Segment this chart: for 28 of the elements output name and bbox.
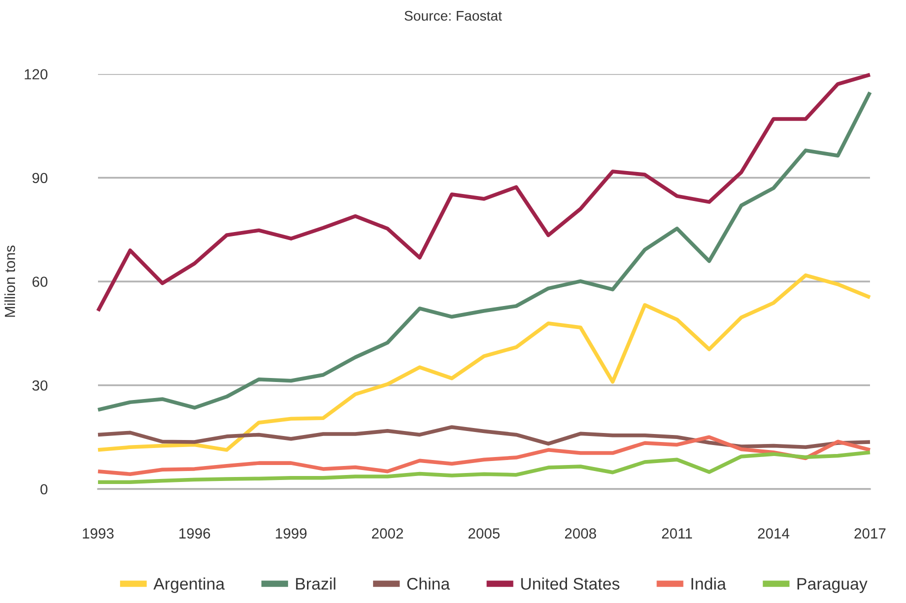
x-tick-label: 2017 bbox=[854, 528, 886, 539]
legend-label: India bbox=[692, 577, 726, 590]
legend-label: China bbox=[407, 577, 450, 590]
x-tick-label: 2014 bbox=[758, 528, 790, 539]
y-tick-label: 90 bbox=[32, 172, 48, 184]
line-series bbox=[96, 450, 872, 484]
y-axis-title: Million tons bbox=[4, 246, 16, 317]
legend-label: United States bbox=[521, 577, 620, 590]
y-tick-label: 0 bbox=[40, 484, 48, 494]
x-tick-label: 2002 bbox=[372, 528, 403, 539]
line-series bbox=[96, 90, 872, 412]
x-tick-label: 1993 bbox=[82, 528, 114, 539]
x-tick-label: 2011 bbox=[662, 528, 692, 539]
x-tick-label: 2008 bbox=[565, 528, 596, 539]
y-tick-label: 30 bbox=[32, 380, 48, 391]
legend-label: Argentina bbox=[153, 577, 225, 593]
y-tick-label: 60 bbox=[32, 276, 48, 287]
line-series bbox=[96, 72, 872, 313]
legend-label: Paraguay bbox=[798, 578, 868, 593]
line-series bbox=[96, 273, 872, 452]
y-tick-label: 120 bbox=[24, 69, 48, 80]
x-tick-label: 1996 bbox=[179, 528, 210, 539]
x-tick-label: 1999 bbox=[276, 528, 307, 539]
source-note: Source: Faostat bbox=[404, 10, 502, 21]
legend-label: Brazil bbox=[296, 577, 336, 590]
line-series bbox=[96, 425, 872, 450]
line-series bbox=[96, 435, 872, 476]
x-tick-label: 2005 bbox=[468, 528, 500, 539]
